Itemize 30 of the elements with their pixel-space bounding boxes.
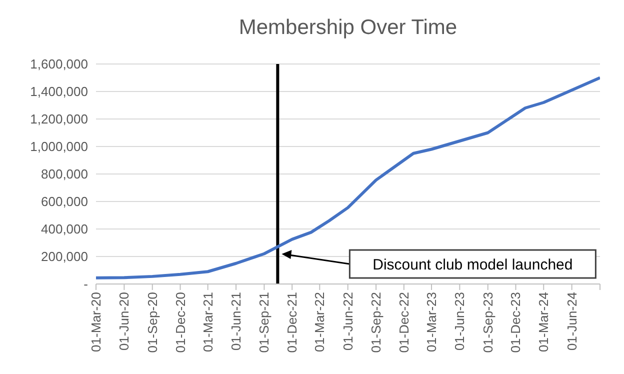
x-tick-label: 01-Sep-21: [256, 292, 272, 353]
y-tick-label: 600,000: [41, 194, 88, 210]
x-tick-label: 01-Jun-22: [340, 292, 356, 351]
y-tick-label: -: [84, 276, 88, 292]
y-tick-label: 400,000: [41, 222, 88, 237]
y-tick-label: 1,600,000: [30, 56, 88, 72]
x-tick-label: 01-Jun-20: [116, 292, 132, 351]
x-tick-label: 01-Mar-21: [200, 292, 216, 352]
y-tick-label: 1,400,000: [30, 84, 88, 100]
x-tick-label: 01-Dec-23: [508, 292, 524, 353]
y-tick-label: 1,000,000: [30, 139, 88, 154]
x-tick-label: 01-Sep-22: [368, 292, 384, 353]
x-tick-label: 01-Jun-24: [564, 292, 580, 351]
x-tick-label: 01-Dec-20: [172, 292, 188, 353]
x-tick-label: 01-Jun-21: [228, 292, 244, 351]
x-tick-label: 01-Mar-24: [536, 292, 552, 352]
x-tick-label: 01-Dec-22: [396, 292, 412, 353]
x-tick-label: 01-Mar-20: [88, 292, 104, 352]
y-tick-label: 1,200,000: [30, 112, 88, 127]
y-tick-label: 200,000: [41, 249, 88, 264]
x-tick-label: 01-Mar-23: [424, 292, 439, 352]
annotation: Discount club model launched: [372, 256, 573, 274]
x-tick-label: 01-Jun-23: [452, 292, 468, 351]
y-tick-label: 800,000: [41, 166, 88, 182]
line-series: [96, 76, 600, 280]
x-tick-label: 01-Mar-22: [312, 292, 328, 352]
x-tick-label: 01-Sep-23: [480, 292, 496, 353]
x-tick-label: 01-Dec-21: [284, 292, 300, 353]
x-tick-label: 01-Sep-20: [144, 292, 160, 353]
chart-title: Membership Over Time: [238, 16, 458, 40]
